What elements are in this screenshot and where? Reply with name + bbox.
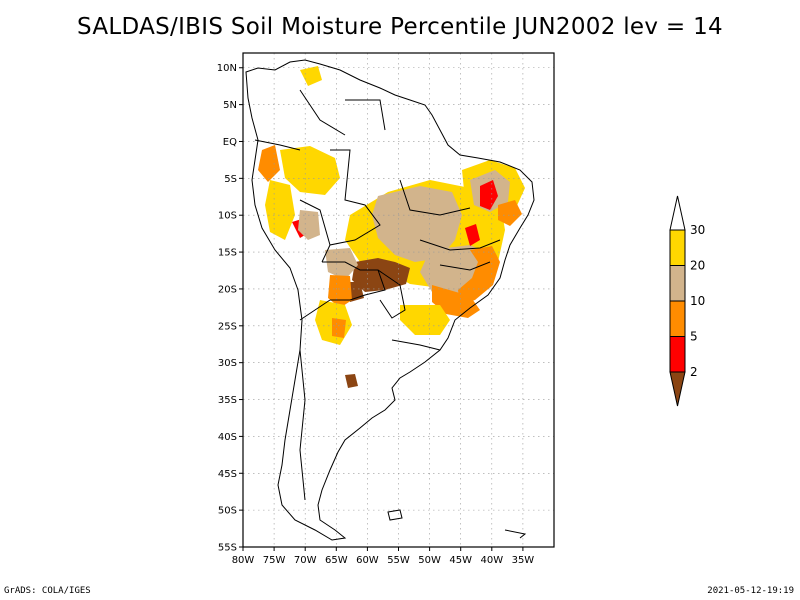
patch-brown-argentina xyxy=(345,374,358,388)
border-bolivia-south xyxy=(322,261,386,301)
patch-orange-ne xyxy=(498,200,522,226)
colorbar: 30 20 10 5 2 xyxy=(669,195,705,407)
lon-tick-label: 55W xyxy=(387,555,410,566)
patch-orange-argentina xyxy=(332,318,346,338)
border-ecuador xyxy=(254,139,301,151)
colorbar-level-label: 10 xyxy=(690,294,705,308)
footer-timestamp: 2021-05-12-19:19 xyxy=(707,586,794,596)
border-argentina-north xyxy=(299,299,331,321)
patch-brown-pantanal xyxy=(352,258,410,292)
lat-tick-label: 50S xyxy=(218,506,237,517)
border-brazil-states-1 xyxy=(399,179,471,216)
patch-orange-east xyxy=(458,246,500,305)
lat-tick-label: 30S xyxy=(218,358,237,369)
border-paraguay xyxy=(377,269,406,319)
lon-tick-label: 50W xyxy=(418,555,441,566)
colorbar-level-label: 2 xyxy=(690,365,698,379)
border-brazil-west xyxy=(321,149,381,263)
lon-tick-label: 35W xyxy=(512,555,535,566)
patch-red-ne2 xyxy=(465,224,480,246)
patch-gold-south-br xyxy=(400,305,450,335)
colorbar-level-label: 5 xyxy=(690,330,698,344)
lon-tick-label: 45W xyxy=(449,555,472,566)
border-brazil-states-3 xyxy=(439,261,491,271)
lon-tick-label: 60W xyxy=(356,555,379,566)
lon-tick-label: 75W xyxy=(263,555,286,566)
colorbar-box xyxy=(669,300,686,337)
lon-tick-label: 80W xyxy=(232,555,255,566)
tierra-del-fuego xyxy=(504,529,527,539)
lat-tick-label: 40S xyxy=(218,432,237,443)
patch-gold-west-amazon xyxy=(280,146,340,195)
colorbar-min-triangle xyxy=(669,371,686,407)
colorbar-level-label: 20 xyxy=(690,259,705,273)
falklands xyxy=(387,509,403,521)
patch-gold-north xyxy=(300,66,322,86)
lon-tick-label: 65W xyxy=(325,555,348,566)
border-peru-bolivia xyxy=(299,199,331,246)
lat-tick-label: 35S xyxy=(218,395,237,406)
border-venezuela-guyana xyxy=(345,99,386,131)
lat-tick-label: 25S xyxy=(218,321,237,332)
lon-tick-label: 40W xyxy=(480,555,503,566)
south-america-coastline xyxy=(245,59,535,541)
colorbar-max-triangle xyxy=(669,195,686,231)
map-grid xyxy=(243,53,554,547)
border-uruguay xyxy=(391,339,441,351)
map-frame xyxy=(242,52,555,548)
colorbar-box xyxy=(669,336,686,373)
patch-gold-peru xyxy=(265,180,295,240)
patch-red-ne xyxy=(480,180,498,210)
lat-tick-label: 20S xyxy=(218,284,237,295)
latitude-axis: 10N 5N EQ 5S 10S 15S 20S 25S 30S 35S 40S 45S 50S 55S xyxy=(217,63,243,554)
lat-tick-label: 55S xyxy=(218,543,237,554)
lat-tick-label: 15S xyxy=(218,248,237,259)
colorbar-box xyxy=(669,229,686,266)
lat-tick-label: 10N xyxy=(217,63,237,74)
lat-tick-label: 45S xyxy=(218,469,237,480)
percentile-shading xyxy=(258,66,525,388)
colorbar-box xyxy=(669,265,686,302)
lat-tick-label: 5N xyxy=(223,100,237,111)
page-title: SALDAS/IBIS Soil Moisture Percentile JUN… xyxy=(77,14,723,40)
patch-tan-peru xyxy=(298,210,320,240)
patch-orange-peru xyxy=(258,145,280,182)
footer-credit: GrADS: COLA/IGES xyxy=(4,586,91,596)
longitude-axis: 80W 75W 70W 65W 60W 55W 50W 45W 40W 35W xyxy=(232,547,535,566)
border-chile-argentina xyxy=(299,349,306,501)
lat-tick-label: 5S xyxy=(224,174,237,185)
border-brazil-states-2 xyxy=(419,239,501,251)
border-colombia-venezuela xyxy=(299,89,346,136)
patch-tan-central xyxy=(372,186,462,262)
colorbar-level-label: 30 xyxy=(690,223,705,237)
lat-tick-label: 10S xyxy=(218,211,237,222)
lat-tick-label: EQ xyxy=(223,137,237,148)
coastline xyxy=(245,59,535,541)
lon-tick-label: 70W xyxy=(294,555,317,566)
patch-tan-bolivia xyxy=(325,248,358,280)
